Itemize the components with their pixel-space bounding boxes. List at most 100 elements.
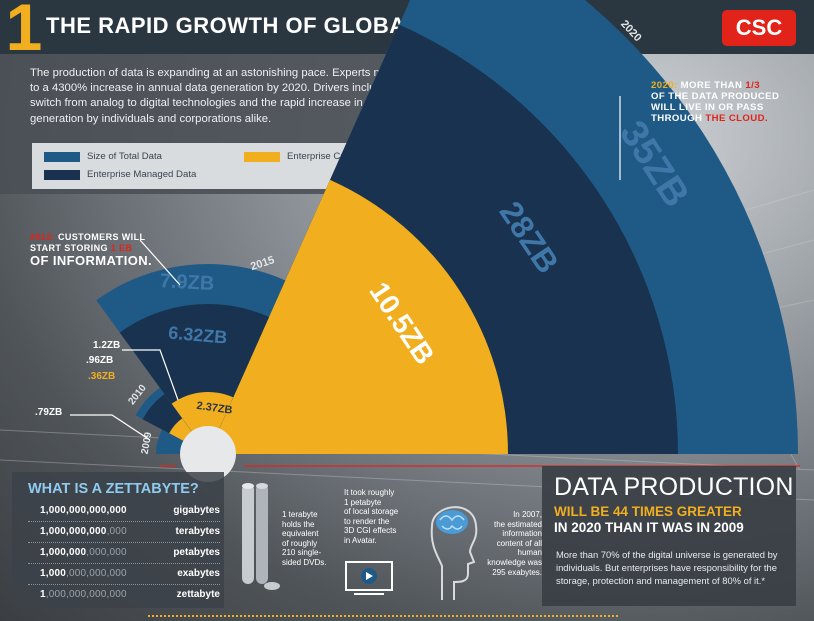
cloud-callout-fraction: 1/3 bbox=[745, 80, 760, 91]
label-2010-managed: .96ZB bbox=[86, 355, 113, 366]
zettabyte-row-unit: exabytes bbox=[177, 568, 220, 579]
zettabyte-row: 1,000,000,000,000 petabytes bbox=[28, 547, 220, 561]
label-2010-created: .36ZB bbox=[88, 371, 115, 382]
eb-callout-line2: START STORING bbox=[30, 242, 108, 253]
zettabyte-row-value-dim: ,000 bbox=[106, 526, 127, 537]
chart-center bbox=[180, 426, 236, 482]
intro-text: The production of data is expanding at a… bbox=[30, 67, 422, 125]
dvd-fact-line: holds the bbox=[282, 519, 315, 529]
zettabyte-row-unit: zettabyte bbox=[176, 589, 220, 600]
zettabyte-row: 1,000,000,000,000 exabytes bbox=[28, 568, 220, 582]
zettabyte-row-value-bright: 1,000 bbox=[40, 568, 67, 579]
zettabyte-row: 1,000,000,000,000 gigabytes bbox=[28, 505, 220, 519]
label-2010-line bbox=[122, 349, 179, 401]
brain-fact-line: information bbox=[502, 529, 542, 539]
year-label-2009: 2009 bbox=[140, 431, 155, 455]
zettabyte-row-unit: petabytes bbox=[173, 547, 220, 558]
zettabyte-row-value-bright: 1,000,000,000 bbox=[40, 526, 107, 537]
zettabyte-panel bbox=[12, 472, 224, 608]
legend-label-managed: Enterprise Managed Data bbox=[87, 169, 197, 180]
avatar-fact-line: It took roughly bbox=[344, 488, 395, 497]
zettabyte-row: 1,000,000,000,000 terabytes bbox=[28, 526, 220, 540]
cloud-callout-year: 2020: bbox=[651, 80, 678, 91]
avatar-fact-line: in Avatar. bbox=[344, 535, 377, 545]
zettabyte-row-value-dim: ,000,000,000,000 bbox=[45, 589, 127, 600]
cloud-callout-line4a: THROUGH bbox=[651, 113, 703, 124]
brain-fact-line: the estimated bbox=[493, 519, 542, 529]
avatar-fact: It took roughly 1 petabyte of local stor… bbox=[344, 488, 398, 546]
label-2009-total: .79ZB bbox=[35, 407, 62, 418]
legend-swatch-total bbox=[44, 151, 80, 162]
section-number: 1 bbox=[5, 0, 43, 64]
zettabyte-row-value: 1,000,000,000,000 bbox=[40, 505, 127, 516]
zettabyte-row: 1,000,000,000,000 zettabyte bbox=[28, 589, 220, 603]
video-screen-icon bbox=[345, 561, 393, 595]
label-2009-line bbox=[70, 414, 151, 441]
brain-fact-line: content of all bbox=[496, 538, 542, 548]
avatar-fact-line: to render the bbox=[344, 516, 390, 526]
eb-callout-line1: CUSTOMERS WILL bbox=[57, 232, 146, 242]
legend-swatch-managed bbox=[44, 169, 80, 180]
zettabyte-row-value-bright: 1 bbox=[40, 589, 46, 600]
zettabyte-title: WHAT IS A ZETTABYTE? bbox=[28, 481, 199, 497]
year-label-2015: 2015 bbox=[249, 254, 276, 273]
zettabyte-row-value-bright: 1,000,000,000,000 bbox=[40, 505, 127, 516]
legend-swatch-created bbox=[244, 151, 280, 162]
eb-callout-line bbox=[139, 239, 181, 286]
cloud-callout-line2: OF THE DATA PRODUCED bbox=[651, 91, 780, 102]
legend-item-managed: Enterprise Managed Data bbox=[44, 169, 196, 180]
brain-fact-line: 295 exabytes. bbox=[492, 567, 542, 577]
eb-callout-year: 2012: bbox=[30, 232, 56, 242]
dvd-fact-line: sided DVDs. bbox=[282, 557, 327, 567]
cloud-callout-line3: WILL LIVE IN OR PASS bbox=[651, 102, 764, 113]
brain-fact-line: knowledge was bbox=[487, 557, 542, 567]
zettabyte-row-value: 1,000,000,000,000 bbox=[40, 589, 127, 600]
zettabyte-row-value: 1,000,000,000,000 bbox=[40, 547, 127, 558]
dvd-fact-line: 1 terabyte bbox=[282, 510, 318, 519]
disk-stack-icon bbox=[242, 483, 280, 590]
avatar-fact-line: of local storage bbox=[344, 507, 399, 517]
zettabyte-row-unit: gigabytes bbox=[173, 505, 220, 516]
sector-2015-created bbox=[171, 392, 234, 454]
brain-fact-line: In 2007, bbox=[513, 510, 542, 519]
avatar-fact-line: 3D CGI effects bbox=[344, 526, 397, 536]
sector-2020-created bbox=[208, 179, 508, 454]
zettabyte-row-separator bbox=[28, 521, 220, 522]
zettabyte-row-value: 1,000,000,000,000 bbox=[40, 568, 127, 579]
data-production-body: More than 70% of the digital universe is… bbox=[556, 549, 778, 586]
legend-item-created: Enterprise Created Data bbox=[244, 151, 390, 162]
label-2015-created: 2.37ZB bbox=[196, 400, 233, 417]
avatar-fact-line: 1 petabyte bbox=[344, 497, 382, 507]
eb-callout-eb: 1 EB bbox=[110, 242, 133, 253]
zettabyte-row-separator bbox=[28, 542, 220, 543]
brain-fact-line: human bbox=[517, 548, 542, 558]
label-2010-total: 1.2ZB bbox=[93, 340, 120, 351]
eb-callout: 2012: CUSTOMERS WILL START STORING 1 EB … bbox=[30, 232, 152, 268]
data-production-subtitle-2: IN 2020 THAN IT WAS IN 2009 bbox=[554, 520, 744, 535]
dvd-fact-line: of roughly bbox=[282, 538, 318, 548]
zettabyte-row-unit: terabytes bbox=[175, 526, 220, 537]
zettabyte-row-value-dim: ,000,000,000 bbox=[66, 568, 127, 579]
cloud-callout-line1: MORE THAN bbox=[680, 80, 743, 91]
zettabyte-row-value-bright: 1,000,000 bbox=[40, 547, 87, 558]
eb-callout-line3: OF INFORMATION. bbox=[30, 253, 153, 268]
dvd-fact: 1 terabyte holds the equivalent of rough… bbox=[282, 510, 326, 568]
dotted-divider bbox=[148, 615, 618, 617]
dvd-fact-line: 210 single- bbox=[282, 548, 322, 558]
brain-fact: In 2007, the estimated information conte… bbox=[470, 510, 542, 577]
csc-logo: CSC bbox=[722, 10, 796, 46]
data-production-panel bbox=[542, 466, 796, 606]
human-head-brain-icon bbox=[430, 506, 478, 600]
zettabyte-row-value-dim: ,000,000 bbox=[86, 547, 127, 558]
zettabyte-row-separator bbox=[28, 563, 220, 564]
data-production-subtitle-1: WILL BE 44 TIMES GREATER bbox=[554, 504, 742, 519]
label-2015-total: 7.9ZB bbox=[159, 270, 215, 295]
legend-item-total: Size of Total Data bbox=[44, 151, 162, 162]
data-production-title: DATA PRODUCTION bbox=[554, 473, 794, 501]
cloud-callout: 2020: MORE THAN 1/3 OF THE DATA PRODUCED… bbox=[651, 80, 779, 124]
legend-label-total: Size of Total Data bbox=[87, 151, 163, 162]
cloud-callout-line4b: THE CLOUD. bbox=[705, 113, 769, 124]
sector-2015-managed bbox=[119, 303, 269, 454]
dvd-fact-line: equivalent bbox=[282, 529, 319, 539]
